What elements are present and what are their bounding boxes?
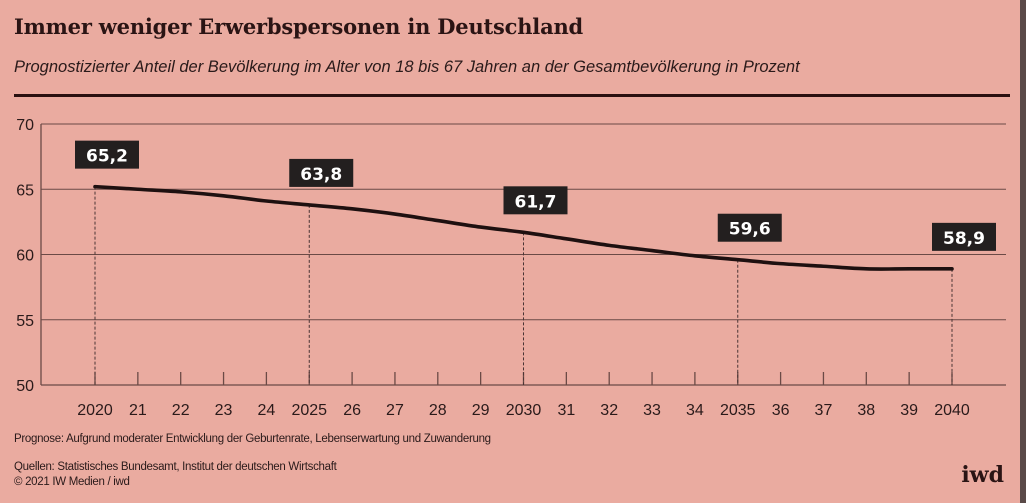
- x-tick-label: 39: [900, 402, 918, 419]
- value-label-box-2020: [75, 140, 139, 169]
- value-label: 59,6: [729, 220, 771, 240]
- value-label-box-2035: [717, 213, 782, 242]
- x-tick-label: 2030: [506, 402, 542, 419]
- value-label: 58,9: [943, 229, 985, 249]
- x-tick-label: 2025: [291, 402, 327, 419]
- x-tick-label: 34: [686, 402, 704, 419]
- y-tick-label: 50: [16, 378, 34, 395]
- x-tick-label: 23: [215, 402, 233, 419]
- y-tick-label: 70: [16, 117, 34, 134]
- x-tick-label: 29: [472, 402, 490, 419]
- x-tick-label: 36: [772, 402, 790, 419]
- x-tick-label: 33: [643, 402, 661, 419]
- x-tick-label: 2020: [77, 402, 113, 419]
- chart-title: Immer weniger Erwerbspersonen in Deutsch…: [14, 14, 584, 39]
- value-label-box-2030: [503, 186, 568, 215]
- x-tick-label: 24: [258, 402, 276, 419]
- chart-subtitle: Prognostizierter Anteil der Bevölkerung …: [14, 58, 800, 76]
- header-divider: [14, 94, 1010, 97]
- x-tick-label: 22: [172, 402, 190, 419]
- x-tick-label: 21: [129, 402, 147, 419]
- value-label: 61,7: [515, 192, 557, 212]
- value-label: 65,2: [86, 147, 128, 167]
- sources-note: Quellen: Statistisches Bundesamt, Instit…: [14, 461, 337, 473]
- value-label-box-2025: [289, 158, 354, 187]
- value-label: 63,8: [300, 165, 342, 185]
- x-tick-label: 28: [429, 402, 447, 419]
- forecast-note: Prognose: Aufgrund moderater Entwicklung…: [14, 433, 491, 445]
- x-tick-label: 27: [386, 402, 404, 419]
- y-tick-label: 55: [16, 313, 34, 330]
- frame-edge: [1020, 0, 1026, 503]
- y-tick-label: 65: [16, 182, 34, 199]
- value-label-box-2040: [932, 222, 996, 251]
- copyright-note: © 2021 IW Medien / iwd: [14, 476, 130, 488]
- x-tick-label: 32: [600, 402, 618, 419]
- x-tick-label: 2035: [720, 402, 756, 419]
- iwd-logo: iwd: [961, 462, 1004, 488]
- x-tick-label: 2040: [934, 402, 970, 419]
- x-tick-label: 26: [343, 402, 361, 419]
- y-tick-label: 60: [16, 248, 34, 265]
- x-tick-label: 38: [857, 402, 875, 419]
- x-tick-label: 37: [815, 402, 833, 419]
- x-tick-label: 31: [557, 402, 575, 419]
